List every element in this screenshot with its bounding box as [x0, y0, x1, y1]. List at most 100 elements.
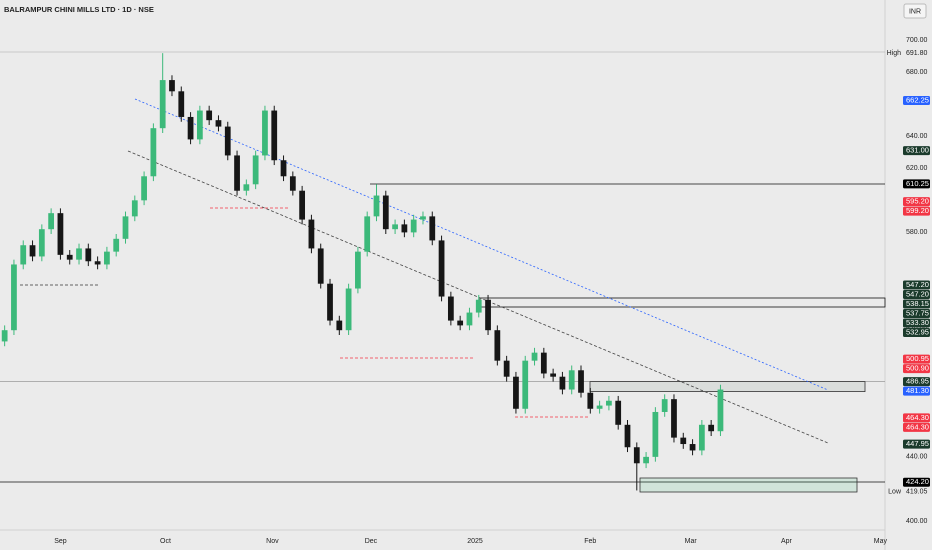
candle-body [345, 288, 352, 331]
candle-body [633, 447, 640, 464]
y-tick-label: 580.00 [906, 229, 928, 236]
price-label: 532.95 [906, 327, 929, 336]
candle-body [475, 299, 482, 313]
trend-line [127, 150, 829, 444]
price-label: 481.30 [906, 386, 929, 395]
y-tick-label: 440.00 [906, 454, 928, 461]
currency[interactable]: INR [909, 8, 921, 15]
y-tick-label: 700.00 [906, 37, 928, 44]
candle-body [615, 400, 622, 425]
candle-body [429, 216, 436, 241]
price-label: 599.20 [906, 206, 929, 215]
chart-title: BALRAMPUR CHINI MILLS LTD · 1D · NSE [4, 5, 154, 14]
price-badge [903, 318, 930, 328]
candle-body [661, 399, 668, 412]
candle-body [550, 373, 557, 377]
candle-body [215, 120, 222, 127]
candle-body [76, 248, 82, 260]
candle-body [336, 320, 343, 331]
price-badge [903, 422, 930, 432]
candle-body [559, 376, 566, 390]
zone [589, 381, 866, 393]
price-label: 538.15 [906, 299, 929, 308]
candle-body [578, 370, 584, 393]
candles [1, 53, 724, 491]
price-badge [903, 308, 930, 318]
x-tick-label: Oct [160, 538, 171, 545]
candle-body [243, 184, 250, 191]
price-badge [903, 96, 930, 106]
price-label: 464.30 [906, 422, 929, 431]
price-label: 631.00 [906, 146, 929, 155]
candle-body [643, 456, 649, 464]
price-badge [903, 327, 930, 337]
candle-body [466, 312, 473, 326]
candle-body [169, 80, 175, 92]
y-tick-label: 620.00 [906, 165, 928, 172]
candle-body [392, 224, 398, 230]
price-badge [903, 146, 930, 156]
candle-body [587, 392, 594, 409]
candle-body [420, 216, 426, 220]
candle-body [708, 424, 715, 432]
candle-body [606, 400, 612, 406]
candle-body [513, 376, 519, 409]
price-badge [903, 364, 930, 374]
x-tick-label: Dec [365, 538, 378, 545]
price-badge [903, 289, 930, 299]
candle-body [196, 110, 203, 140]
candle-body [187, 116, 194, 140]
price-badge [903, 206, 930, 216]
price-label: 547.20 [906, 289, 929, 298]
price-label: 447.95 [906, 439, 929, 448]
candle-body [104, 251, 110, 265]
candle-body [382, 195, 389, 230]
candle-body [29, 245, 36, 257]
candle-body [224, 126, 231, 156]
candle-body [178, 91, 185, 117]
candle-body [401, 224, 408, 233]
price-badge [903, 413, 930, 423]
candle-body [317, 248, 324, 284]
candle-body [522, 360, 529, 409]
currency-button[interactable] [903, 3, 927, 19]
candle-body [1, 330, 8, 342]
candle-body [66, 254, 73, 260]
price-label: 464.30 [906, 413, 929, 422]
candle-body [234, 155, 240, 191]
price-badge [903, 280, 930, 290]
price-label: 500.95 [906, 354, 929, 363]
candle-body [410, 219, 417, 233]
price-badge [903, 299, 930, 309]
candle-body [680, 437, 687, 445]
candle-body [262, 110, 268, 156]
price-badge [903, 377, 930, 387]
candle-body [355, 251, 361, 289]
price-badge [903, 197, 930, 207]
candle-body [327, 283, 333, 321]
candle-body [38, 229, 45, 257]
x-tick-label: May [874, 538, 888, 545]
price-badge [903, 477, 930, 487]
candle-body [438, 240, 445, 297]
candle-body [252, 155, 259, 185]
x-tick-label: 2025 [467, 538, 483, 545]
price-label: 533.30 [906, 318, 929, 327]
x-tick-label: Apr [781, 538, 793, 545]
price-label: 419.05 [906, 489, 928, 496]
x-tick-label: Sep [54, 538, 67, 545]
zone [639, 477, 858, 493]
candle-body [271, 110, 278, 161]
candle-body [373, 195, 380, 217]
price-label: 595.20 [906, 197, 929, 206]
candle-body [447, 296, 454, 321]
candle-body [364, 216, 371, 252]
candle-body [141, 176, 147, 201]
candle-body [94, 261, 101, 265]
candle-body [85, 248, 92, 262]
price-label: 610.25 [906, 179, 929, 188]
candle-body [689, 444, 696, 451]
price-label: 500.90 [906, 364, 929, 373]
price-label: 486.95 [906, 377, 929, 386]
